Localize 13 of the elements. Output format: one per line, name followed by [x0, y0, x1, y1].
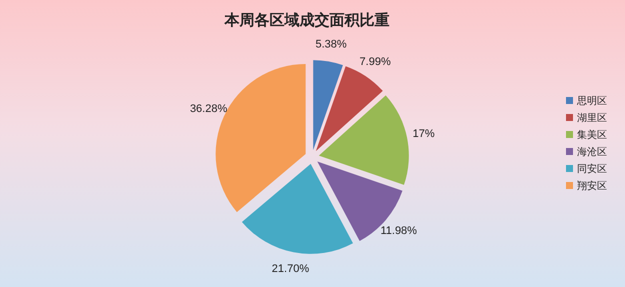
data-label: 5.38%: [316, 38, 347, 51]
data-label: 21.70%: [272, 262, 310, 275]
data-label: 17%: [412, 128, 435, 140]
data-label: 7.99%: [360, 56, 391, 68]
legend-label: 海沧区: [577, 146, 607, 158]
legend-label: 同安区: [577, 164, 607, 174]
legend-label: 湖里区: [577, 112, 607, 124]
chart-title: 本周各区域成交面积比重: [224, 11, 390, 29]
legend-label: 思明区: [577, 96, 607, 106]
legend-label: 翔安区: [577, 180, 607, 192]
data-label: 11.98%: [380, 224, 418, 237]
data-label: 36.28%: [190, 102, 228, 115]
legend-label: 集美区: [577, 130, 607, 140]
